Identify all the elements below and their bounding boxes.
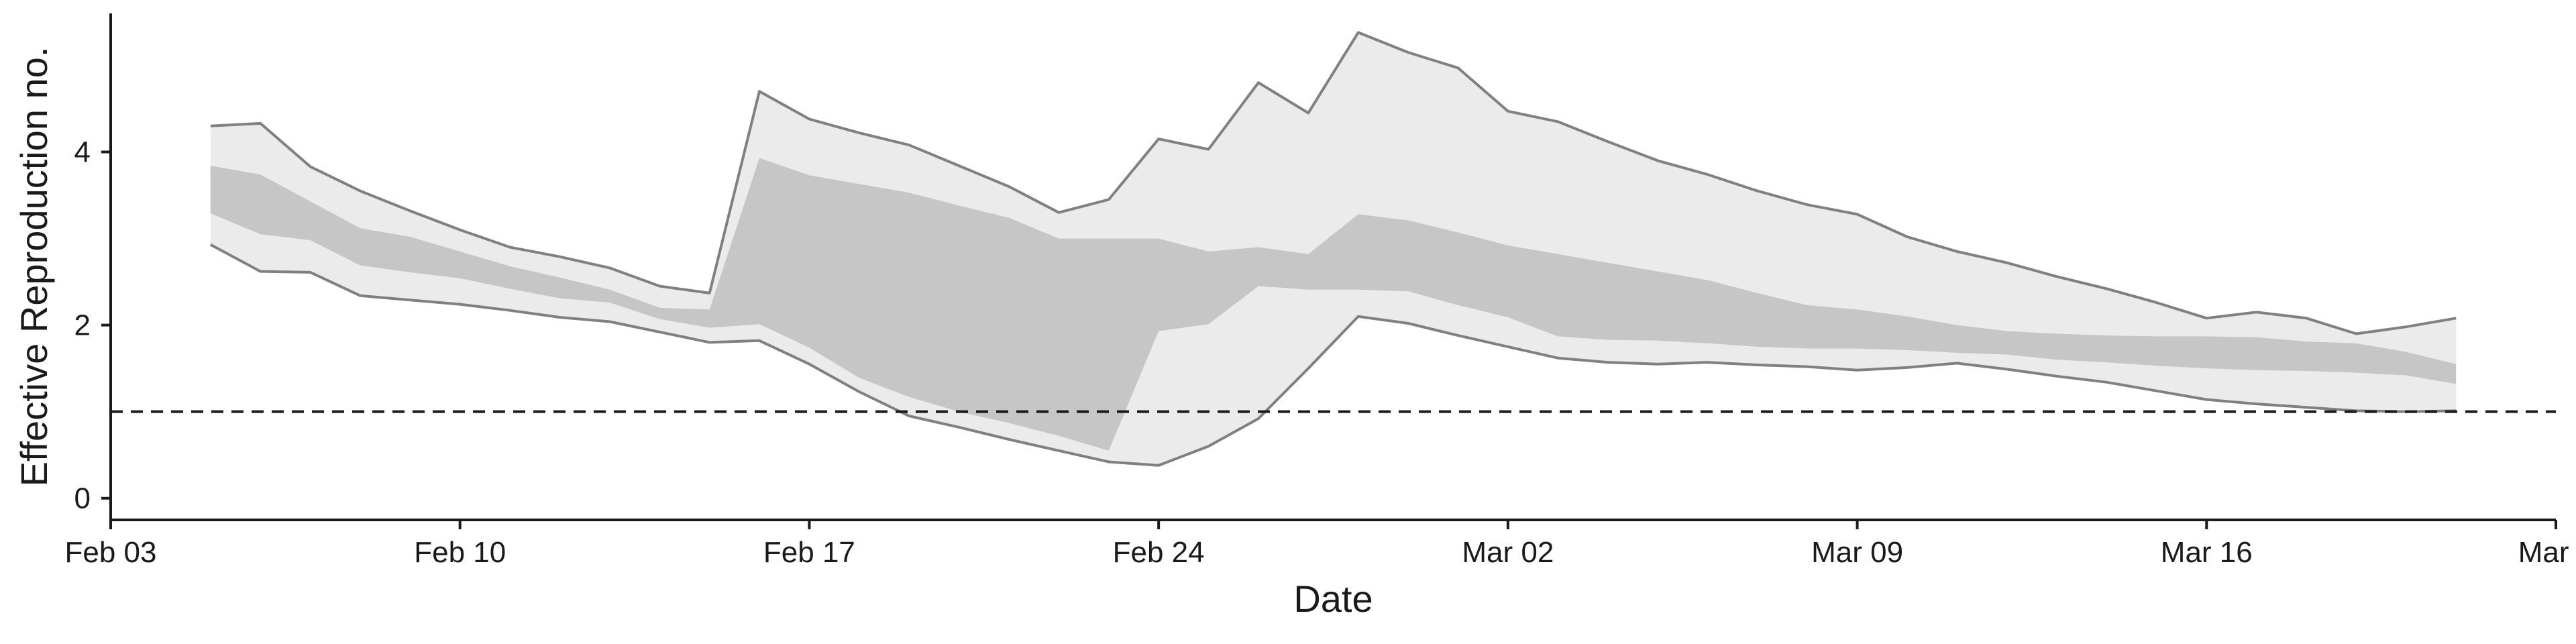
y-tick-label: 0 <box>74 482 91 515</box>
x-tick-label: Mar 09 <box>1811 536 1903 569</box>
inner-interval-band <box>210 158 2457 451</box>
y-tick-label: 4 <box>74 136 91 168</box>
y-axis-title: Effective Reproduction no. <box>13 47 55 487</box>
x-tick-label: Mar 16 <box>2161 536 2253 569</box>
x-tick-label: Feb 10 <box>414 536 506 569</box>
axes-group <box>109 13 2556 521</box>
x-tick-label: Feb 17 <box>763 536 855 569</box>
inner-band-area <box>210 158 2457 451</box>
outer-band-upper-edge <box>210 31 2457 335</box>
outer-band-lower-edge <box>209 243 2457 467</box>
x-tick-label: Mar 02 <box>1462 536 1554 569</box>
x-tick-label: Feb 24 <box>1113 536 1205 569</box>
x-axis-title: Date <box>1293 578 1373 620</box>
x-tick-label: Feb 03 <box>65 536 157 569</box>
y-axis-ticks: 0 2 4 <box>74 136 111 515</box>
x-tick-label: Mar 2 <box>2518 536 2576 569</box>
x-axis-ticks: Feb 03 Feb 10 Feb 17 Feb 24 Mar 02 Mar 09 Mar … <box>65 520 2576 569</box>
y-tick-label: 2 <box>74 309 91 342</box>
